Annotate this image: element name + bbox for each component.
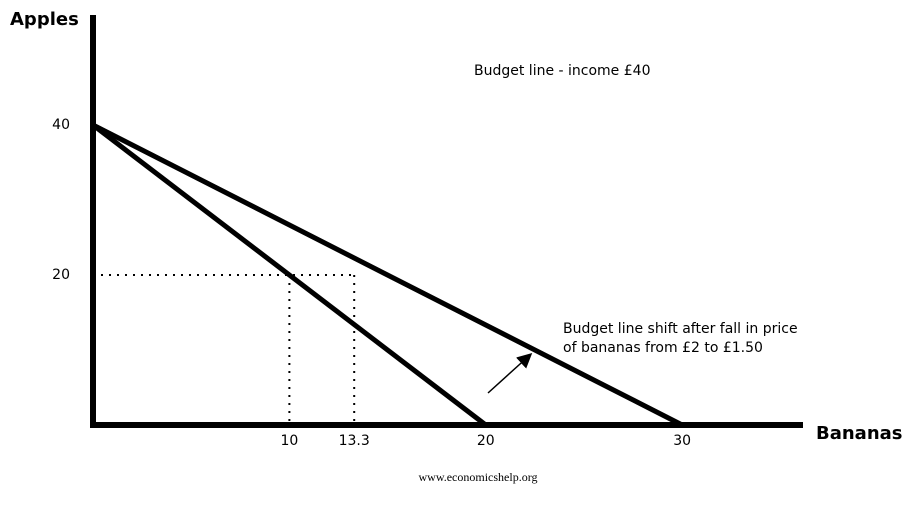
x-tick-label: 13.3 bbox=[339, 433, 370, 449]
budget-line bbox=[91, 122, 684, 428]
x-axis-label: Bananas bbox=[816, 423, 903, 444]
y-tick-label: 40 bbox=[52, 117, 70, 133]
x-tick-label: 20 bbox=[477, 433, 495, 449]
x-tick-label: 30 bbox=[673, 433, 691, 449]
y-tick-label: 20 bbox=[52, 267, 70, 283]
source: www.economicshelp.org bbox=[419, 470, 538, 484]
y-axis-label: Apples bbox=[10, 9, 79, 30]
budget-line bbox=[91, 123, 488, 427]
annotation: of bananas from £2 to £1.50 bbox=[563, 340, 763, 356]
x-tick-label: 10 bbox=[280, 433, 298, 449]
shift-arrow bbox=[487, 352, 533, 394]
annotation: Budget line shift after fall in price bbox=[563, 321, 798, 337]
chart-title: Budget line - income £40 bbox=[474, 63, 650, 79]
